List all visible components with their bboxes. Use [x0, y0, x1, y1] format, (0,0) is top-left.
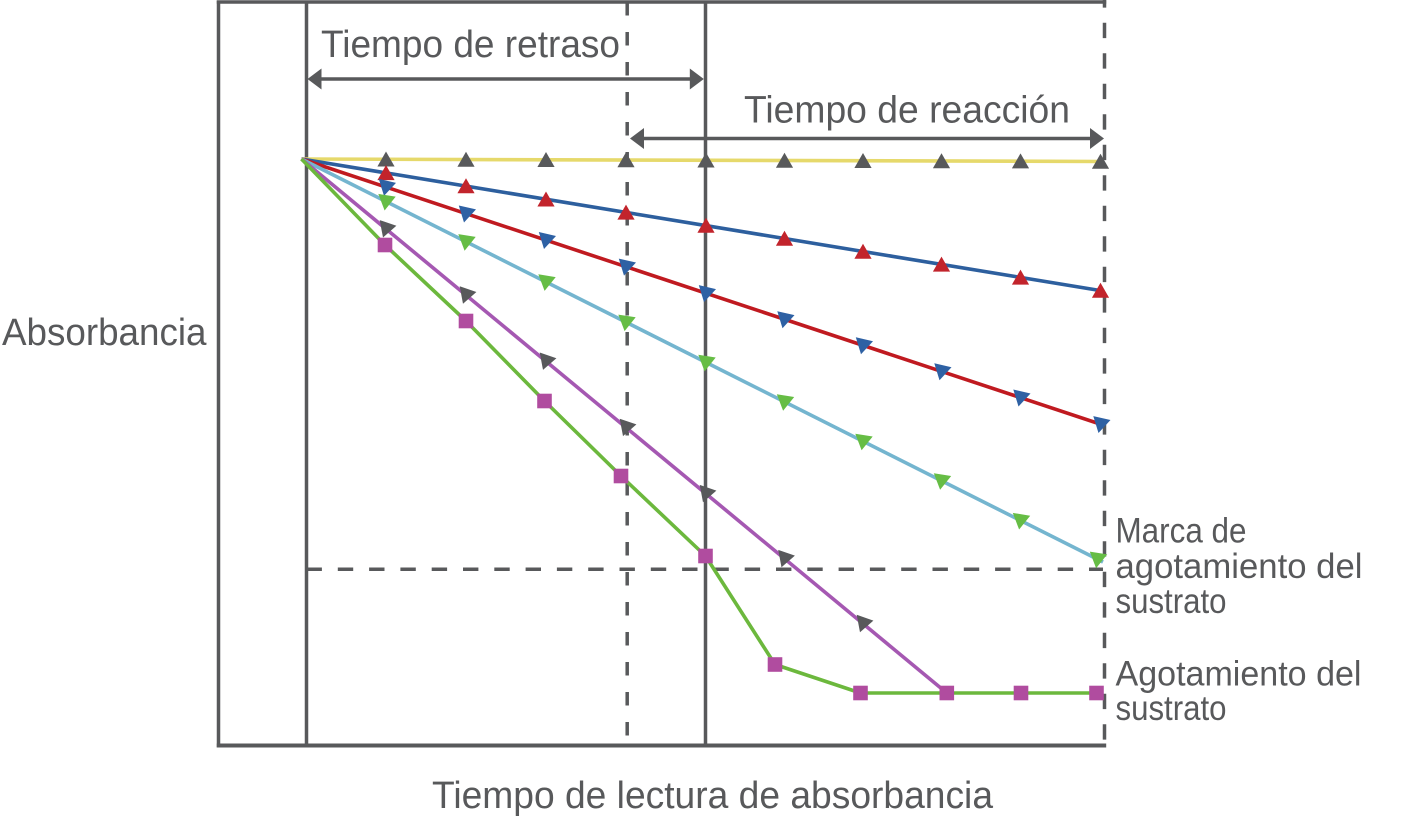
- svg-text:Absorbancia: Absorbancia: [2, 312, 207, 354]
- svg-text:Agotamiento del: Agotamiento del: [1116, 655, 1362, 694]
- svg-text:sustrato: sustrato: [1116, 582, 1227, 621]
- svg-text:Marca de: Marca de: [1116, 512, 1247, 551]
- svg-text:Tiempo de reacción: Tiempo de reacción: [744, 90, 1070, 132]
- svg-text:Tiempo de lectura de absorbanc: Tiempo de lectura de absorbancia: [432, 775, 994, 817]
- svg-text:agotamiento del: agotamiento del: [1116, 547, 1363, 586]
- svg-text:Tiempo de retraso: Tiempo de retraso: [321, 24, 620, 66]
- svg-text:sustrato: sustrato: [1116, 689, 1227, 728]
